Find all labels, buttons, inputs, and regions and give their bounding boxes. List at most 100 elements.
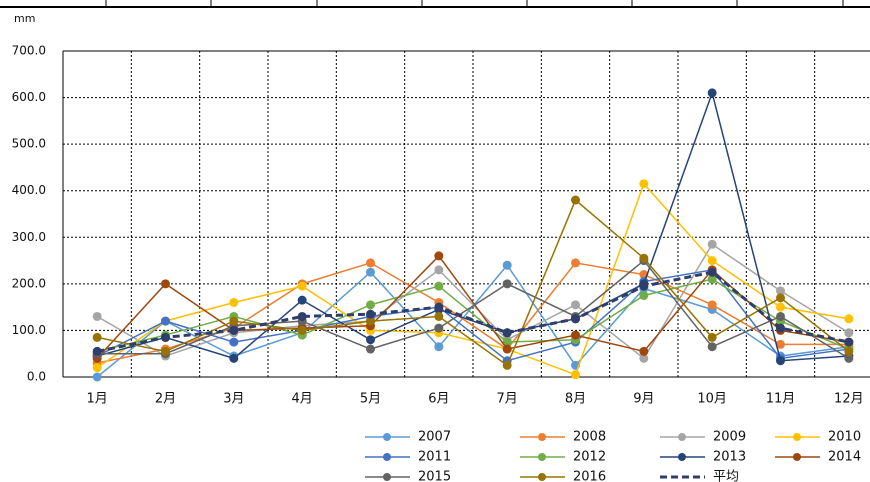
data-point bbox=[297, 295, 307, 305]
legend-marker bbox=[383, 473, 391, 481]
data-point bbox=[776, 302, 785, 312]
legend-label: 平均 bbox=[713, 470, 739, 482]
x-tick-label: 12月 bbox=[834, 392, 864, 407]
data-point bbox=[707, 300, 717, 310]
data-point bbox=[776, 311, 785, 321]
x-tick-label: 9月 bbox=[633, 392, 654, 407]
data-point bbox=[502, 337, 512, 347]
y-unit: mm bbox=[14, 12, 35, 25]
data-point bbox=[844, 353, 854, 363]
legend-label: 2012 bbox=[573, 450, 606, 465]
y-tick-label: 400.0 bbox=[12, 183, 46, 197]
data-point bbox=[776, 286, 785, 296]
series-line bbox=[96, 243, 850, 360]
series-line bbox=[96, 254, 849, 359]
x-tick-label: 2月 bbox=[155, 392, 176, 407]
y-tick-label: 200.0 bbox=[12, 276, 46, 290]
series-line bbox=[96, 90, 849, 362]
legend-label: 2010 bbox=[828, 430, 861, 445]
data-point bbox=[639, 281, 649, 291]
y-tick-label: 500.0 bbox=[12, 137, 46, 151]
data-point bbox=[161, 316, 170, 326]
data-point bbox=[434, 251, 444, 261]
legend-label: 2008 bbox=[573, 430, 606, 445]
data-point bbox=[297, 311, 307, 321]
data-point bbox=[707, 256, 717, 266]
legend-label: 2014 bbox=[828, 450, 861, 465]
data-point bbox=[639, 253, 649, 263]
y-tick-label: 0.0 bbox=[27, 370, 46, 384]
series-line bbox=[96, 269, 849, 362]
x-tick-label: 4月 bbox=[292, 392, 313, 407]
data-point bbox=[366, 309, 375, 319]
x-tick-label: 6月 bbox=[428, 392, 449, 407]
y-tick-label: 700.0 bbox=[12, 44, 46, 58]
legend-marker bbox=[538, 473, 546, 481]
data-point bbox=[571, 330, 580, 340]
data-point bbox=[502, 360, 512, 370]
data-point bbox=[229, 316, 239, 326]
data-point bbox=[229, 297, 239, 307]
x-tick-label: 10月 bbox=[697, 392, 727, 407]
data-point bbox=[366, 267, 375, 277]
data-point bbox=[92, 332, 102, 342]
legend-marker bbox=[678, 433, 686, 441]
series-line bbox=[97, 198, 850, 367]
legend-marker bbox=[538, 433, 546, 441]
data-point bbox=[502, 328, 512, 338]
legend-marker bbox=[383, 453, 391, 461]
data-point bbox=[297, 281, 307, 291]
data-point bbox=[707, 239, 717, 249]
data-point bbox=[844, 346, 854, 356]
x-tick-label: 7月 bbox=[497, 392, 518, 407]
legend-marker bbox=[793, 433, 801, 441]
data-point bbox=[366, 344, 375, 354]
data-point bbox=[639, 353, 649, 363]
legend-label: 2016 bbox=[573, 470, 606, 482]
x-tick-label: 1月 bbox=[87, 392, 108, 407]
data-point bbox=[434, 265, 444, 275]
data-point bbox=[776, 339, 785, 349]
data-point bbox=[434, 323, 444, 333]
data-point bbox=[776, 293, 785, 303]
data-point bbox=[366, 316, 375, 326]
legend-label: 2011 bbox=[418, 450, 451, 465]
data-point bbox=[161, 346, 170, 356]
data-point bbox=[366, 335, 375, 345]
data-point bbox=[571, 195, 580, 205]
data-point bbox=[92, 311, 102, 321]
data-point bbox=[844, 328, 854, 338]
data-point bbox=[639, 291, 649, 300]
legend-label: 2007 bbox=[418, 430, 451, 445]
data-point bbox=[571, 314, 580, 324]
data-point bbox=[571, 300, 580, 310]
data-point bbox=[229, 353, 239, 363]
x-tick-label: 8月 bbox=[565, 392, 586, 407]
data-point bbox=[434, 342, 444, 352]
data-point bbox=[161, 332, 170, 342]
data-point bbox=[844, 314, 854, 324]
data-point bbox=[229, 325, 239, 335]
y-tick-label: 600.0 bbox=[12, 90, 46, 104]
data-point bbox=[707, 332, 717, 342]
data-point bbox=[571, 370, 580, 380]
legend-marker bbox=[793, 453, 801, 461]
data-point bbox=[366, 300, 375, 310]
data-point bbox=[434, 311, 444, 321]
data-point bbox=[92, 363, 102, 373]
data-point bbox=[707, 88, 717, 98]
data-point bbox=[844, 337, 854, 347]
data-point bbox=[639, 346, 649, 356]
data-point bbox=[571, 258, 580, 268]
data-point bbox=[776, 323, 785, 333]
data-point bbox=[502, 344, 512, 354]
data-point bbox=[366, 258, 375, 268]
legend-marker bbox=[678, 453, 686, 461]
data-point bbox=[639, 179, 649, 189]
data-point bbox=[707, 267, 717, 277]
data-point bbox=[776, 356, 785, 366]
data-point bbox=[707, 274, 717, 284]
y-tick-label: 300.0 bbox=[12, 230, 46, 244]
data-point bbox=[707, 342, 717, 352]
